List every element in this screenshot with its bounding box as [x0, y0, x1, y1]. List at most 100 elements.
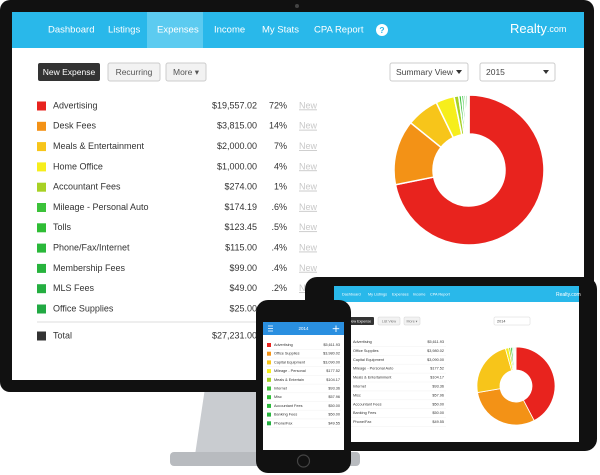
expense-percent: .2%: [271, 283, 287, 293]
tablet-button-label[interactable]: New Expense: [349, 319, 371, 323]
nav-item[interactable]: My Stats: [262, 25, 299, 36]
toolbar-button[interactable]: [165, 62, 207, 82]
expense-percent: .4%: [271, 242, 287, 252]
phone-home-button[interactable]: [296, 454, 311, 468]
donut-segment: [394, 94, 545, 246]
nav-item[interactable]: Expenses: [157, 25, 199, 36]
new-link[interactable]: New: [299, 100, 318, 110]
donut-segment: [515, 346, 556, 422]
tablet-nav-item[interactable]: Dashboard: [342, 293, 361, 297]
tablet-expense-amount: $57.96: [432, 393, 444, 397]
new-link[interactable]: New: [299, 161, 318, 171]
nav-item[interactable]: Dashboard: [48, 25, 94, 36]
dropdown-label[interactable]: Summary View: [396, 67, 454, 77]
expense-amount: $2,000.00: [217, 141, 257, 151]
phone-expense-amount: $177.52: [326, 369, 340, 373]
new-link[interactable]: New: [299, 141, 318, 151]
legend-swatch: [37, 243, 46, 253]
new-link[interactable]: New: [299, 263, 318, 273]
brand-logo: Realty.com: [510, 21, 566, 36]
tablet-button[interactable]: [377, 316, 401, 326]
phone-expense-amount: $3,980.02: [323, 352, 340, 356]
toolbar-button[interactable]: [38, 63, 100, 81]
toolbar-button[interactable]: [107, 62, 161, 82]
tablet-expense-name: Capital Equipment: [353, 358, 385, 362]
expense-name: Advertising: [53, 100, 98, 110]
help-label[interactable]: ?: [379, 25, 384, 35]
tablet-button-label[interactable]: List View: [382, 319, 397, 323]
legend-swatch: [37, 304, 46, 314]
new-link[interactable]: New: [299, 202, 318, 212]
new-link[interactable]: New: [299, 121, 318, 131]
phone-expense-name: Accountant Fees: [274, 404, 303, 408]
legend-swatch: [37, 331, 46, 341]
phone-add-icon[interactable]: [332, 325, 340, 333]
legend-swatch: [37, 203, 46, 212]
phone-expense-name: Phone/Fax: [274, 421, 292, 425]
nav-item[interactable]: Listings: [108, 25, 140, 36]
new-link[interactable]: New: [299, 242, 318, 252]
tablet-expense-name: Office Supplies: [353, 349, 379, 353]
phone-expense-name: Office Supplies: [274, 352, 300, 356]
expense-name: Office Supplies: [53, 303, 114, 313]
toolbar-button-label[interactable]: More ▾: [173, 67, 200, 77]
tablet-nav-item[interactable]: Expenses: [392, 293, 409, 297]
legend-swatch: [37, 162, 46, 172]
legend-swatch: [267, 360, 271, 365]
phone-expense-name: Meals & Entertain: [274, 378, 304, 382]
donut-segment: [514, 346, 517, 371]
tablet-expense-amount: $3,980.02: [427, 349, 444, 353]
phone-screen: [263, 322, 344, 450]
total-label: Total: [53, 330, 72, 340]
dropdown-caret: [456, 70, 462, 74]
expense-percent: .6%: [271, 202, 287, 212]
tablet-expense-amount: $50.00: [432, 411, 444, 415]
phone-expense-amount: $104.17: [326, 378, 340, 382]
phone-expense-name: Mileage - Personal: [274, 369, 306, 373]
phone-app: 2014 Advertising $5,611.93 Office Supplies $…: [266, 325, 341, 428]
expense-amount: $174.19: [224, 202, 257, 212]
tablet-expense-amount: $177.52: [430, 367, 444, 371]
tablet-button[interactable]: [346, 317, 374, 325]
tablet-app: Dashboard My Listings Expenses Income CPA Re…: [342, 292, 581, 427]
main-app: Dashboard Listings Expenses Income My Stats C…: [37, 21, 566, 341]
brand-name: Realty: [510, 21, 547, 36]
nav-item[interactable]: Income: [214, 25, 245, 36]
tablet-dropdown-label[interactable]: 2014: [497, 319, 505, 323]
dropdown[interactable]: [479, 62, 556, 82]
dropdown-label[interactable]: 2015: [486, 67, 505, 77]
tablet-expense-amount: $5,611.93: [427, 340, 444, 344]
legend-swatch: [37, 101, 46, 111]
help-icon[interactable]: [376, 24, 388, 36]
phone-expense-amount: $3,090.00: [323, 360, 340, 364]
tablet-nav-item[interactable]: CPA Report: [430, 293, 451, 297]
toolbar-button-label[interactable]: Recurring: [116, 67, 153, 77]
expense-name: Home Office: [53, 161, 103, 171]
expense-name: Desk Fees: [53, 121, 97, 131]
expense-percent: .5%: [271, 222, 287, 232]
tablet-button-label[interactable]: More ▾: [407, 319, 418, 323]
dropdown[interactable]: [389, 62, 469, 82]
tablet-nav-item[interactable]: My Listings: [368, 293, 387, 297]
tablet-button[interactable]: [403, 316, 421, 326]
expense-amount: $3,815.00: [217, 121, 257, 131]
legend-swatch: [267, 369, 271, 374]
new-link[interactable]: New: [299, 222, 318, 232]
tablet-expense-name: Misc: [353, 393, 361, 397]
tablet-nav-item[interactable]: Income: [413, 293, 425, 297]
expense-percent: 4%: [274, 161, 287, 171]
nav-item[interactable]: CPA Report: [314, 25, 364, 36]
expense-amount: $115.00: [225, 242, 257, 252]
expense-name: Accountant Fees: [53, 182, 121, 192]
tablet-dropdown[interactable]: [493, 316, 531, 326]
legend-swatch: [267, 412, 271, 417]
tablet-expense-name: Accountant Fees: [353, 402, 382, 406]
legend-swatch: [267, 395, 271, 400]
tablet-expense-name: Advertising: [353, 340, 372, 344]
toolbar-button-label[interactable]: New Expense: [43, 67, 96, 77]
new-link[interactable]: New: [299, 182, 318, 192]
phone-menu-icon: [268, 325, 273, 332]
tablet-expense-amount: $93.36: [432, 385, 444, 389]
phone-expense-amount: $50.00: [328, 404, 340, 408]
